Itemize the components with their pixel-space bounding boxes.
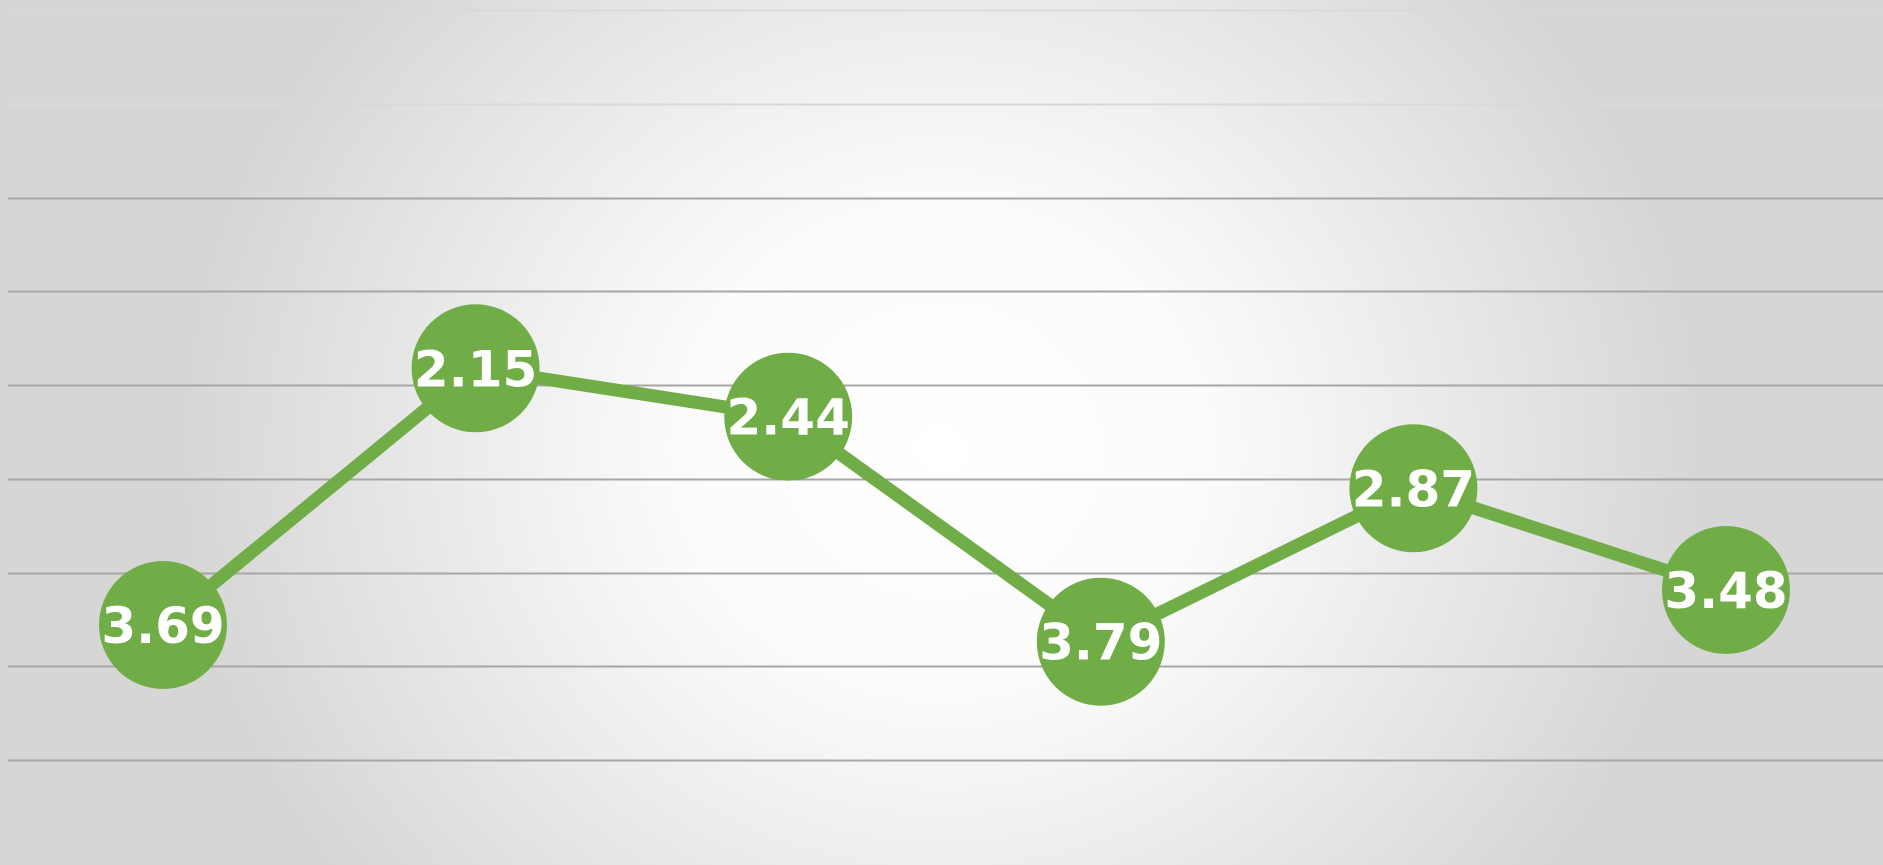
data-point-marker <box>1036 577 1165 706</box>
data-label: 2.15 <box>414 340 537 398</box>
series-line-group <box>158 361 1729 649</box>
data-label: 3.48 <box>1664 562 1787 620</box>
data-point-marker <box>411 304 540 433</box>
data-label: 2.87 <box>1352 460 1475 518</box>
markers-group <box>99 304 1790 706</box>
series-line <box>158 361 1729 649</box>
data-point-marker <box>1662 526 1790 654</box>
data-labels-group: 3.69 2.15 2.44 3.79 2.87 3.48 <box>101 340 1787 671</box>
data-label: 2.44 <box>727 389 850 447</box>
data-point-marker <box>724 352 853 481</box>
gridlines <box>8 9 1883 762</box>
data-label: 3.79 <box>1039 614 1162 672</box>
data-label: 3.69 <box>101 597 224 655</box>
data-point-marker <box>1349 424 1478 553</box>
data-point-marker <box>99 561 227 689</box>
